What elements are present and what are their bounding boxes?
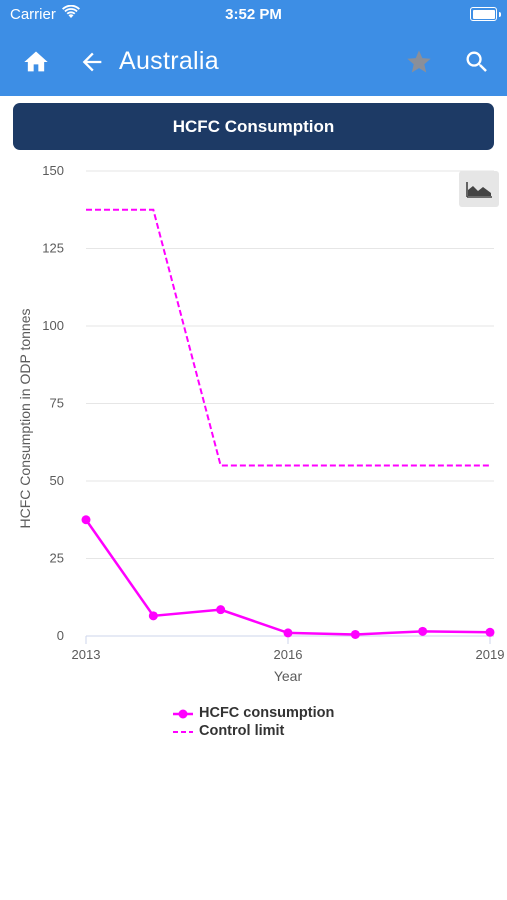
legend-marker-dashed <box>173 731 193 733</box>
status-bar: Carrier 3:52 PM <box>0 0 507 28</box>
control-limit-line <box>86 208 490 467</box>
legend-label: Control limit <box>199 723 285 739</box>
x-tick-label: 2013 <box>72 647 101 662</box>
legend-marker-solid <box>173 709 193 719</box>
back-arrow-icon[interactable] <box>78 48 106 76</box>
app-bar: Australia <box>0 28 507 96</box>
hcfc-consumption-point <box>216 605 226 615</box>
y-tick-label: 50 <box>50 473 64 488</box>
y-tick-label: 0 <box>57 628 64 643</box>
y-tick-label: 100 <box>42 318 64 333</box>
carrier-label: Carrier <box>10 6 56 23</box>
chart-card-header: HCFC Consumption <box>13 103 494 150</box>
area-chart-icon <box>466 182 492 198</box>
x-axis-title: Year <box>274 668 303 684</box>
x-tick-label: 2016 <box>274 647 303 662</box>
x-tick-label: 2019 <box>476 647 505 662</box>
y-tick-label: 125 <box>42 241 64 256</box>
hcfc-line-chart: 0 25 50 75 100 125 150 2013 2016 2019 HCFC Consum… <box>17 163 505 684</box>
wifi-icon <box>62 5 80 18</box>
legend-label: HCFC consumption <box>199 705 335 721</box>
y-tick-label: 150 <box>42 163 64 178</box>
hcfc-consumption-line <box>84 519 491 636</box>
hcfc-consumption-point <box>485 627 495 637</box>
y-tick-label: 25 <box>50 551 64 566</box>
search-icon[interactable] <box>463 48 491 76</box>
hcfc-consumption-point <box>148 611 158 621</box>
star-icon[interactable] <box>405 48 433 76</box>
hcfc-consumption-point <box>350 629 360 639</box>
hcfc-consumption-point <box>283 628 293 638</box>
y-axis-title: HCFC Consumption in ODP tonnes <box>17 309 33 529</box>
home-icon[interactable] <box>22 48 50 76</box>
chart-type-button[interactable] <box>459 171 499 207</box>
page-title: Australia <box>119 47 219 75</box>
hcfc-consumption-point <box>418 626 428 636</box>
clock: 3:52 PM <box>225 6 282 23</box>
battery-icon <box>470 7 501 21</box>
y-tick-label: 75 <box>50 396 64 411</box>
hcfc-consumption-point <box>81 515 91 525</box>
